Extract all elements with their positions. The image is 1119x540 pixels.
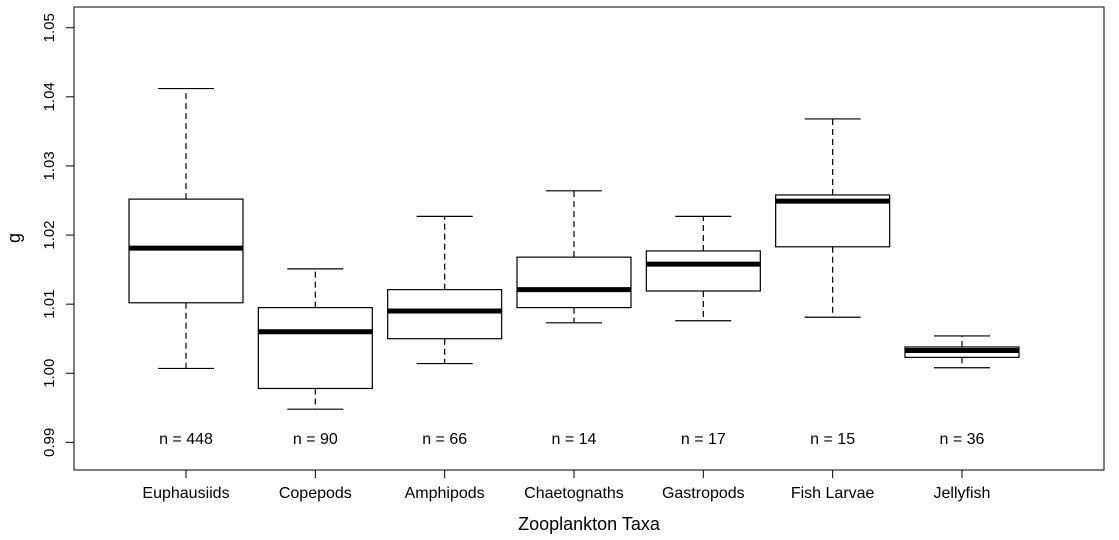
- y-axis-title: g: [4, 233, 24, 243]
- count-label: n = 36: [940, 431, 985, 448]
- x-tick-label: Gastropods: [662, 485, 745, 502]
- iqr-box: [516, 256, 632, 309]
- iqr-box: [128, 198, 244, 304]
- box-chaetognaths: [516, 190, 632, 324]
- y-tick-label: 1.04: [41, 82, 58, 111]
- x-tick-label: Amphipods: [405, 485, 485, 502]
- box-amphipods: [387, 215, 503, 365]
- count-label: n = 448: [159, 431, 213, 448]
- count-label: n = 14: [552, 431, 597, 448]
- y-tick-label: 1.01: [41, 290, 58, 319]
- y-tick-label: 1.00: [41, 359, 58, 388]
- iqr-box: [387, 289, 503, 340]
- box-fish-larvae: [775, 118, 891, 318]
- y-tick-label: 1.02: [41, 220, 58, 249]
- count-label: n = 90: [293, 431, 338, 448]
- y-tick-label: 0.99: [41, 428, 58, 457]
- x-tick-label: Jellyfish: [934, 485, 991, 502]
- count-label: n = 15: [810, 431, 855, 448]
- box-jellyfish: [904, 335, 1020, 369]
- x-tick-label: Euphausiids: [142, 485, 229, 502]
- x-axis-title: Zooplankton Taxa: [518, 514, 661, 534]
- iqr-box: [645, 250, 761, 292]
- iqr-box: [257, 307, 373, 390]
- box-copepods: [257, 268, 373, 410]
- box-gastropods: [645, 215, 761, 322]
- x-axis: Euphausiids Copepods Amphipods Chaetognaths…: [142, 469, 991, 502]
- count-label: n = 17: [681, 431, 726, 448]
- box-euphausiids: [128, 87, 244, 370]
- boxes: [128, 87, 1020, 410]
- count-label: n = 66: [422, 431, 467, 448]
- y-tick-label: 1.03: [41, 151, 58, 180]
- x-tick-label: Chaetognaths: [524, 485, 624, 502]
- count-labels: n = 448 n = 90 n = 66 n = 14 n = 17 n = 15 n =…: [159, 431, 984, 448]
- y-tick-label: 1.05: [41, 13, 58, 42]
- x-tick-label: Copepods: [279, 485, 352, 502]
- x-tick-label: Fish Larvae: [791, 485, 875, 502]
- y-axis: 0.99 1.00 1.01 1.02 1.03 1.04 1.05: [41, 13, 75, 457]
